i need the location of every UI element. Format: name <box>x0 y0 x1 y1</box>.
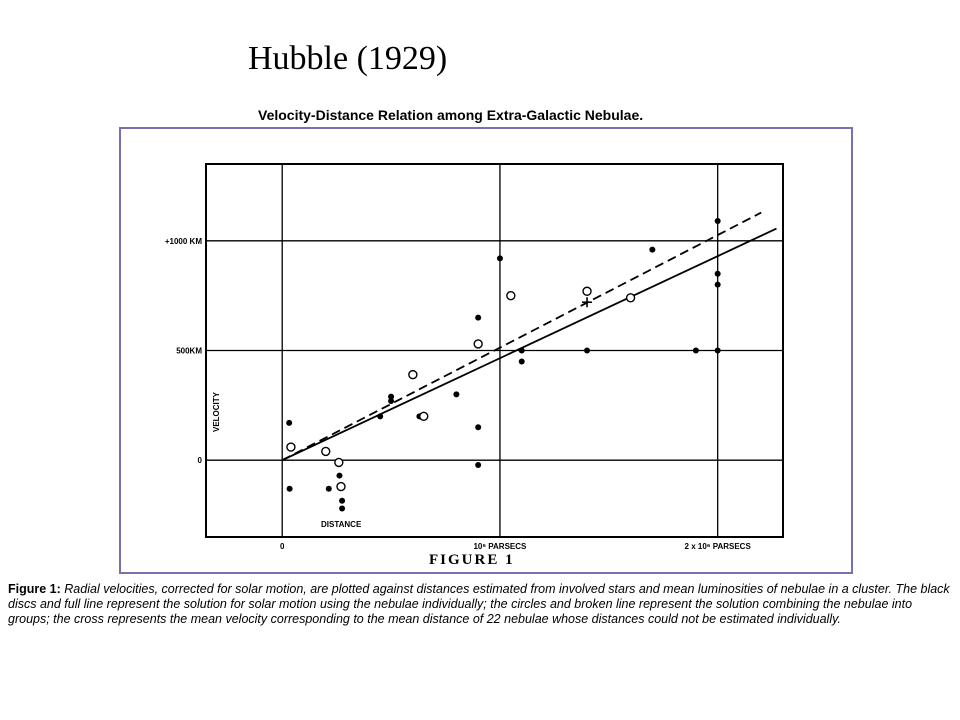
chart-title: Velocity-Distance Relation among Extra-G… <box>258 107 644 123</box>
y-tick-label: 500KM <box>176 347 202 356</box>
open-circle-point <box>321 446 331 457</box>
open-circle-point <box>286 442 296 452</box>
open-circle-point <box>334 457 344 468</box>
filled-disc-point <box>714 347 721 354</box>
filled-disc-point <box>286 485 293 492</box>
filled-disc-point <box>377 413 384 420</box>
x-axis-label: DISTANCE <box>321 520 362 529</box>
open-circle-point <box>582 286 592 296</box>
open-circle-point <box>419 411 429 422</box>
filled-disc-point <box>496 255 503 262</box>
caption-text: Radial velocities, corrected for solar m… <box>8 582 950 626</box>
filled-disc-point <box>692 347 699 354</box>
filled-disc-point <box>339 497 346 504</box>
filled-disc-point <box>714 270 721 277</box>
open-circle-point <box>336 481 346 492</box>
x-tick-label: 2 x 10⁶ PARSECS <box>685 542 752 551</box>
open-circle-point <box>506 290 516 301</box>
y-tick-label: 0 <box>198 456 203 465</box>
dashed-fit-line <box>281 211 762 462</box>
caption-label: Figure 1: <box>8 582 61 596</box>
filled-disc-point <box>518 347 525 354</box>
filled-disc-point <box>339 505 346 512</box>
filled-disc-point <box>325 485 332 492</box>
filled-disc-point <box>714 218 721 225</box>
figure-label: FIGURE 1 <box>429 552 515 568</box>
filled-disc-point <box>475 462 482 469</box>
filled-disc-point <box>475 314 482 321</box>
figure-frame <box>119 127 853 574</box>
filled-disc-point <box>336 472 343 479</box>
data-points <box>286 218 721 512</box>
cross-point <box>582 297 593 308</box>
filled-disc-point <box>286 419 293 426</box>
filled-disc-point <box>475 424 482 431</box>
x-tick-label: 10⁶ PARSECS <box>473 542 527 551</box>
filled-disc-point <box>388 393 395 400</box>
filled-disc-point <box>453 391 460 398</box>
solid-fit-line <box>281 227 777 462</box>
filled-disc-point <box>714 281 721 288</box>
fit-lines <box>281 211 777 462</box>
open-circle-point <box>473 339 483 349</box>
filled-disc-point <box>388 397 395 404</box>
figure-caption: Figure 1: Radial velocities, corrected f… <box>8 582 956 627</box>
y-axis-label: VELOCITY <box>212 391 221 432</box>
scatter-plot: DISTANCE VELOCITY FIGURE 1 0 10⁶ PARSECS 2… <box>165 163 784 568</box>
axis-labels: DISTANCE VELOCITY FIGURE 1 0 10⁶ PARSECS 2… <box>165 237 752 568</box>
y-tick-label: +1000 KM <box>165 237 202 246</box>
filled-disc-point <box>649 246 656 253</box>
open-circle-point <box>625 293 636 303</box>
filled-disc-point <box>584 347 591 354</box>
slide-title: Hubble (1929) <box>248 40 448 77</box>
filled-disc-point <box>518 358 525 365</box>
x-tick-label: 0 <box>280 542 285 551</box>
open-circle-point <box>408 369 418 380</box>
